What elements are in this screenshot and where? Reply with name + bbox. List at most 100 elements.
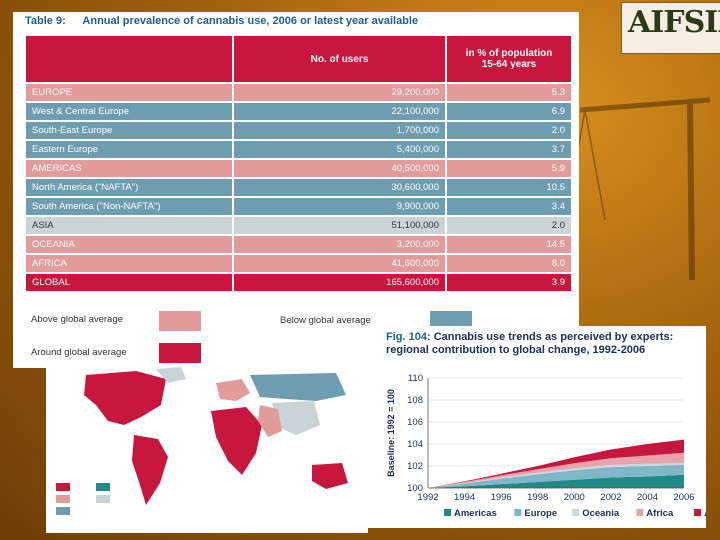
legend-swatch-americas — [444, 509, 451, 516]
figure-title-text: Cannabis use trends as perceived by expe… — [386, 331, 674, 356]
row-percent: 3.4 — [447, 198, 571, 215]
map-greenland — [156, 367, 186, 383]
row-users: 40,500,000 — [234, 160, 445, 177]
series-area-americas — [428, 474, 684, 488]
header-percent-line1: in % of population — [465, 48, 553, 59]
legend-swatch-africa — [636, 509, 644, 516]
world-map — [56, 367, 348, 515]
logo: AIFSIN — [621, 2, 720, 54]
table-title: Table 9: Annual prevalence of cannabis u… — [25, 15, 418, 27]
x-tick-label: 1996 — [491, 492, 512, 503]
y-tick-label: 110 — [408, 373, 423, 384]
table-row: GLOBAL 165,600,000 3.9 — [26, 274, 571, 291]
x-tick-label: 2004 — [637, 492, 658, 503]
header-percent-line2: 15-64 years — [481, 59, 537, 70]
table-number: Table 9: — [25, 15, 66, 27]
x-tick-label: 1998 — [527, 492, 548, 503]
figure-panel: Fig. 104: Cannabis use trends as perceiv… — [366, 326, 706, 528]
x-tick-label: 2002 — [600, 492, 621, 503]
row-percent: 2.0 — [447, 122, 571, 139]
legend-around-swatch — [159, 343, 201, 363]
map-north-america — [84, 371, 166, 425]
row-percent: 5.3 — [447, 84, 571, 101]
logo-text: AIFSIN — [628, 5, 720, 40]
y-tick-label: 108 — [407, 395, 423, 406]
y-tick-label: 106 — [407, 417, 423, 428]
header-percent: in % of population 15-64 years — [447, 36, 571, 82]
series-area-oceania — [428, 462, 684, 488]
row-region: GLOBAL — [26, 274, 232, 291]
map-legend-swatch-5 — [56, 507, 70, 515]
x-tick-label: 1994 — [454, 492, 475, 503]
table-row: AFRICA 41,600,000 8.0 — [26, 255, 571, 272]
series-area-europe — [428, 464, 684, 488]
table-row: Eastern Europe 5,400,000 3.7 — [26, 141, 571, 158]
table-row: North America ("NAFTA") 30,600,000 10.5 — [26, 179, 571, 196]
x-tick-label: 2006 — [673, 492, 694, 503]
row-region: North America ("NAFTA") — [26, 179, 232, 196]
row-region: West & Central Europe — [26, 103, 232, 120]
row-users: 41,600,000 — [234, 255, 445, 272]
row-percent: 2.0 — [447, 217, 571, 234]
prevalence-table: No. of users in % of population 15-64 ye… — [24, 34, 573, 293]
row-users: 22,100,000 — [234, 103, 445, 120]
map-asia-east — [272, 401, 320, 435]
legend-above-swatch — [159, 311, 201, 331]
legend-swatch-asia — [694, 509, 702, 516]
y-tick-label: 102 — [407, 461, 423, 472]
row-users: 30,600,000 — [234, 179, 445, 196]
world-map-panel — [46, 365, 368, 533]
map-legend-swatch-4 — [96, 495, 110, 503]
legend-swatch-oceania — [572, 509, 580, 516]
row-region: AFRICA — [26, 255, 232, 272]
row-users: 9,900,000 — [234, 198, 445, 215]
legend-label-africa: Africa — [646, 508, 674, 519]
table-row: South-East Europe 1,700,000 2.0 — [26, 122, 571, 139]
row-users: 5,400,000 — [234, 141, 445, 158]
map-legend-swatch-3 — [56, 495, 70, 503]
row-region: AMERICAS — [26, 160, 232, 177]
map-russia — [250, 373, 346, 401]
row-region: EUROPE — [26, 84, 232, 101]
map-africa — [211, 407, 262, 475]
table-row: West & Central Europe 22,100,000 6.9 — [26, 103, 571, 120]
header-region — [26, 36, 232, 82]
row-region: OCEANIA — [26, 236, 232, 253]
table-row: EUROPE 29,200,000 5.3 — [26, 84, 571, 101]
row-percent: 6.9 — [447, 103, 571, 120]
figure-number: Fig. 104: — [386, 331, 431, 343]
table-body: EUROPE 29,200,000 5.3 West & Central Europe… — [26, 84, 571, 291]
map-asia-south — [258, 405, 282, 437]
table-row: AMERICAS 40,500,000 5.9 — [26, 160, 571, 177]
prevalence-table-panel: Table 9: Annual prevalence of cannabis u… — [13, 12, 579, 368]
scale-decoration — [564, 97, 711, 280]
row-percent: 3.9 — [447, 274, 571, 291]
legend-swatch-europe — [514, 509, 522, 516]
y-axis-label: Baseline: 1992 = 100 — [386, 389, 396, 477]
row-users: 1,700,000 — [234, 122, 445, 139]
legend-label-europe: Europe — [524, 508, 557, 519]
row-percent: 5.9 — [447, 160, 571, 177]
table-title-text: Annual prevalence of cannabis use, 2006 … — [82, 15, 419, 27]
header-users: No. of users — [234, 36, 445, 82]
figure-title: Fig. 104: Cannabis use trends as perceiv… — [386, 331, 706, 357]
table-row: OCEANIA 3,200,000 14.5 — [26, 236, 571, 253]
map-oceania — [312, 463, 348, 489]
row-percent: 8.0 — [447, 255, 571, 272]
series-area-africa — [428, 452, 684, 488]
table-header-row: No. of users in % of population 15-64 ye… — [26, 36, 571, 82]
row-percent: 3.7 — [447, 141, 571, 158]
map-europe — [216, 379, 250, 401]
row-users: 29,200,000 — [234, 84, 445, 101]
legend-label-asia: Asia — [704, 508, 706, 519]
series-area-asia — [428, 439, 684, 488]
row-percent: 10.5 — [447, 179, 571, 196]
row-region: South America ("Non-NAFTA") — [26, 198, 232, 215]
legend-label-oceania: Oceania — [582, 508, 620, 519]
legend-below-label: Below global average — [280, 315, 371, 326]
x-tick-label: 2000 — [564, 492, 585, 503]
row-users: 165,600,000 — [234, 274, 445, 291]
row-region: ASIA — [26, 217, 232, 234]
y-tick-label: 104 — [407, 439, 423, 450]
row-region: Eastern Europe — [26, 141, 232, 158]
